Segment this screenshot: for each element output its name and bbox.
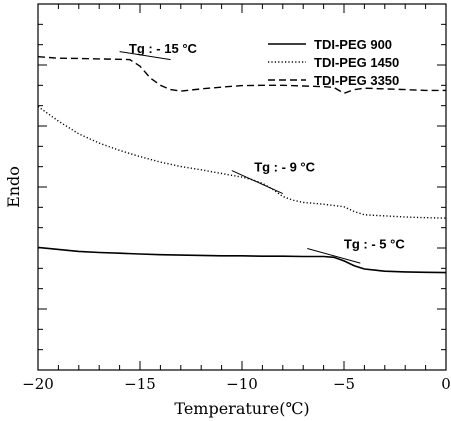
x-tick-label: 0 (441, 375, 451, 393)
x-axis-label: Temperature(℃) (174, 399, 309, 418)
tangent-line-2 (231, 170, 284, 195)
tg-annotation-1: Tg : - 15 °C (129, 41, 198, 56)
tangent-line-3 (307, 248, 361, 264)
tg-annotation-2: Tg : - 9 °C (254, 160, 315, 175)
annotations: Tg : - 15 °C Tg : - 9 °C Tg : - 5 °C (129, 41, 405, 251)
x-tick-label: −10 (226, 375, 258, 393)
x-tick-label: −20 (22, 375, 54, 393)
plot-frame (37, 3, 447, 371)
x-tick-label: −15 (124, 375, 156, 393)
legend-label-1: TDI-PEG 900 (314, 37, 392, 52)
tangent-layer (119, 51, 361, 264)
series-line-2 (37, 105, 447, 219)
series-line-3 (37, 56, 446, 95)
tg-annotation-3: Tg : - 5 °C (344, 237, 405, 252)
legend: TDI-PEG 900 TDI-PEG 1450 TDI-PEG 3350 (268, 37, 399, 88)
legend-label-2: TDI-PEG 1450 (314, 55, 399, 70)
ticks-layer (37, 3, 447, 371)
series-line-1 (37, 246, 447, 274)
y-axis-label: Endo (4, 166, 23, 208)
x-tick-labels: −20 −15 −10 −5 0 (22, 375, 451, 393)
x-tick-label: −5 (333, 375, 355, 393)
series-layer (37, 56, 447, 274)
tangent-line-1 (119, 51, 171, 61)
legend-label-3: TDI-PEG 3350 (314, 73, 399, 88)
